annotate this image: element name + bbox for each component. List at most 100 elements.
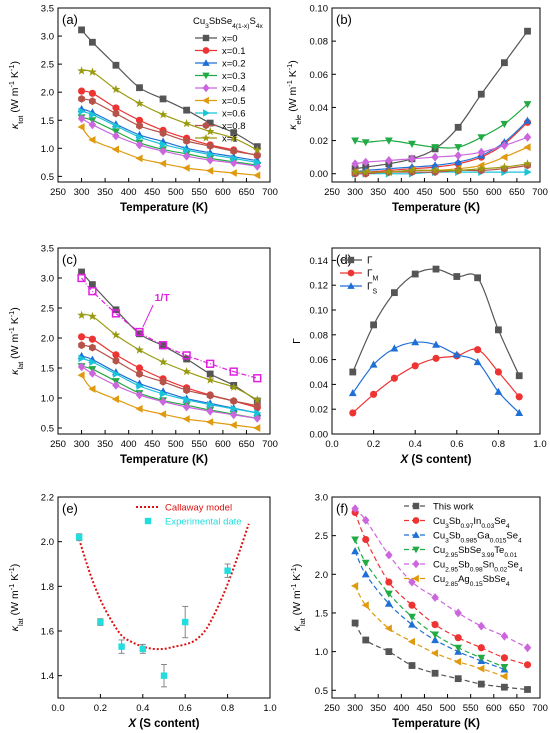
y-tick-label: 0.04 (310, 380, 329, 391)
data-point (411, 270, 419, 278)
x-tick-label: 0.4 (136, 703, 149, 714)
data-point (523, 643, 532, 653)
data-point (254, 409, 262, 417)
data-point (431, 631, 439, 639)
legend-marker (412, 502, 420, 510)
data-point (253, 414, 261, 423)
data-point (77, 273, 86, 283)
x-tick-label: 300 (347, 187, 363, 198)
data-point (112, 61, 120, 69)
data-point (89, 97, 96, 106)
data-point (453, 165, 463, 175)
data-point (477, 644, 485, 652)
legend-marker (347, 256, 355, 264)
legend-label: ΓS (367, 282, 378, 296)
legend-marker (412, 517, 420, 524)
legend-label: x=0.1 (222, 46, 246, 57)
legend-label: Experimental date (165, 517, 242, 528)
plot-area (351, 504, 532, 693)
data-point (77, 371, 85, 380)
x-tick-label: 0.2 (367, 439, 380, 450)
data-point (89, 110, 97, 119)
plot-area (77, 26, 262, 180)
data-point (390, 344, 399, 352)
data-point (501, 683, 508, 691)
data-point (230, 154, 238, 163)
x-tick-label: 700 (262, 187, 278, 198)
data-point (253, 374, 262, 383)
y-tick-label: 3.5 (41, 4, 54, 15)
data-point (229, 382, 239, 391)
y-tick-label: 0.02 (310, 136, 329, 147)
y-axis-label: κlat (W m-1 K-1) (289, 564, 307, 632)
plot-area (350, 27, 532, 178)
legend-label: x=0.5 (222, 96, 246, 107)
y-tick-label: 0.08 (310, 37, 329, 48)
legend-label: Callaway model (165, 503, 232, 514)
y-tick-label: 1.8 (41, 582, 54, 593)
x-tick-label: 350 (370, 187, 386, 198)
x-axis-label: X (S content) (400, 454, 472, 466)
data-point (362, 515, 370, 525)
plot-frame (331, 7, 541, 183)
data-point (88, 67, 97, 76)
data-point (408, 662, 416, 669)
data-point (361, 559, 370, 567)
panel-a: (a) 250 300 350 400 450 500 550 600 650 700 0.5 1.0 1… (7, 4, 278, 215)
data-point (183, 395, 191, 404)
y-tick-label: 0.06 (310, 355, 329, 366)
data-point (431, 593, 439, 602)
data-point (159, 377, 167, 386)
data-point (206, 406, 214, 416)
series-line (81, 277, 258, 379)
data-point (500, 120, 509, 129)
data-point (182, 618, 189, 626)
y-tick-label: 2.5 (41, 304, 54, 315)
legend-label: x=0.8 (222, 121, 246, 132)
x-tick-label: 650 (509, 187, 525, 198)
x-tick-label: 250 (50, 187, 66, 198)
x-tick-label: 1.0 (263, 703, 276, 714)
y-tick-label: 0.5 (315, 686, 328, 697)
data-point (348, 389, 357, 397)
data-point (385, 648, 393, 656)
data-point (253, 401, 261, 410)
legend-marker (203, 109, 210, 117)
series-line (355, 103, 528, 149)
data-point (494, 368, 502, 376)
data-point (477, 654, 486, 662)
y-tick-label: 0.12 (310, 281, 329, 292)
legend-marker (412, 546, 420, 554)
data-point (252, 395, 262, 404)
data-point (431, 152, 439, 162)
legend-marker (202, 96, 209, 105)
data-point (523, 661, 532, 669)
data-point (524, 168, 532, 176)
y-tick-label: 2.0 (41, 88, 54, 99)
y-tick-label: 1.5 (41, 116, 54, 127)
data-point (454, 144, 463, 152)
y-tick-label: 0.5 (41, 424, 54, 435)
plot-frame (331, 496, 541, 699)
data-point (500, 654, 508, 662)
x-tick-label: 650 (509, 703, 525, 714)
annotation-1-over-T: 1/T (155, 292, 171, 304)
data-point (112, 109, 120, 118)
legend-label: x=1 (222, 134, 238, 145)
x-tick-label: 0.8 (492, 439, 505, 450)
data-point (385, 156, 393, 165)
data-point (431, 669, 439, 677)
data-point (515, 408, 524, 416)
data-point (78, 95, 85, 103)
data-point (454, 644, 463, 652)
x-tick-label: 650 (239, 187, 255, 198)
data-point (159, 397, 167, 406)
data-point (183, 386, 190, 395)
data-point (385, 578, 393, 586)
data-point (206, 142, 214, 150)
data-point (362, 157, 370, 167)
data-point (135, 404, 143, 413)
data-point (182, 367, 191, 376)
data-point (253, 161, 261, 171)
legend-marker (202, 34, 210, 42)
